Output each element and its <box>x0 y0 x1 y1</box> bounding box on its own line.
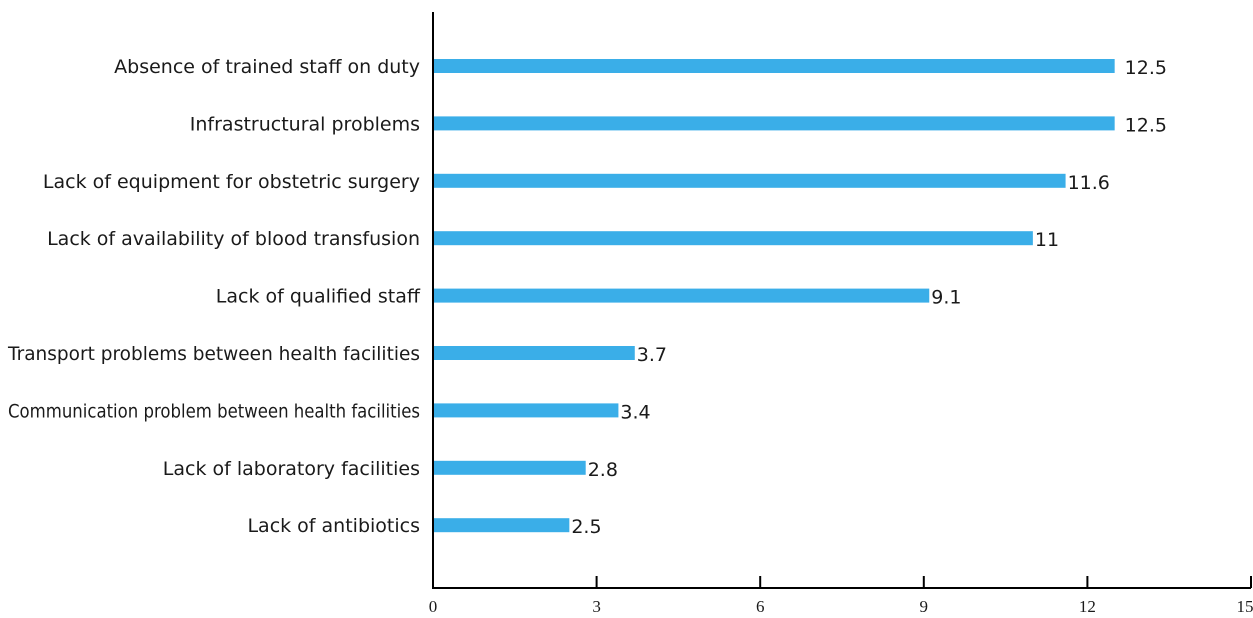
value-label: 12.5 <box>1125 114 1167 136</box>
category-label: Absence of trained staff on duty <box>114 56 420 78</box>
category-label: Lack of equipment for obstetric surgery <box>43 171 420 193</box>
x-tick-label: 12 <box>1079 597 1096 616</box>
category-label: Lack of availability of blood transfusio… <box>47 228 420 250</box>
bar <box>434 346 635 360</box>
bar <box>434 173 1066 188</box>
bar <box>434 518 570 533</box>
x-tick-label: 3 <box>592 597 601 616</box>
value-label: 11.6 <box>1068 172 1110 194</box>
category-label: Lack of laboratory facilities <box>163 458 420 480</box>
x-tick-label: 9 <box>920 597 929 616</box>
category-label: Lack of qualified staff <box>216 286 421 308</box>
bars <box>434 59 1115 533</box>
x-tick-label: 15 <box>1237 597 1253 616</box>
value-label: 11 <box>1035 229 1059 251</box>
bar <box>434 231 1033 246</box>
category-label: Communication problem between health fac… <box>8 400 420 422</box>
x-axis-ticks: 0 3 6 9 12 15 <box>429 576 1253 616</box>
category-label: Infrastructural problems <box>190 113 420 135</box>
x-tick-label: 6 <box>756 597 765 616</box>
bar <box>434 288 930 303</box>
bar <box>434 403 619 418</box>
category-labels: Absence of trained staff on duty Infrastr… <box>7 56 421 537</box>
value-label: 9.1 <box>931 287 961 309</box>
value-label: 12.5 <box>1125 57 1167 79</box>
x-tick-label: 0 <box>429 597 438 616</box>
bar <box>434 460 586 475</box>
bar <box>434 59 1115 73</box>
value-label: 2.5 <box>571 516 601 538</box>
category-label: Transport problems between health facili… <box>7 343 420 365</box>
bar <box>434 116 1115 131</box>
category-label: Lack of antibiotics <box>247 515 420 537</box>
value-label: 2.8 <box>588 459 618 481</box>
value-label: 3.4 <box>620 401 650 423</box>
value-labels: 12.5 12.5 11.6 11 9.1 3.7 3.4 2.8 2.5 <box>571 57 1167 538</box>
value-label: 3.7 <box>637 344 667 366</box>
